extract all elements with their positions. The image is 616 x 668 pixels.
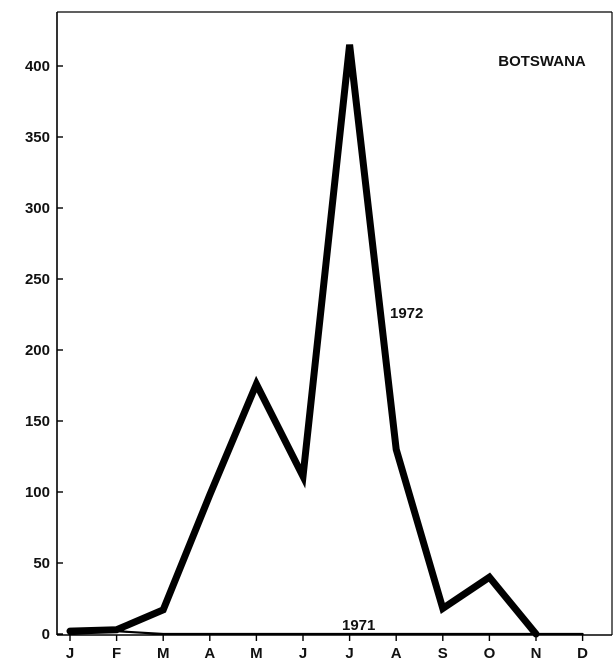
series-lines: [66, 44, 584, 638]
x-tick-label: J: [299, 645, 307, 662]
x-tick-label: S: [438, 645, 448, 662]
x-tick-label: O: [484, 645, 496, 662]
y-tick-label: 100: [25, 484, 50, 501]
x-tick-label: A: [391, 645, 402, 662]
x-tick-label: F: [112, 645, 121, 662]
x-tick-label: J: [345, 645, 353, 662]
y-tick-label: 350: [25, 129, 50, 146]
y-tick-label: 0: [42, 626, 50, 643]
series-line-1972: [66, 44, 540, 638]
chart-axes: [56, 11, 613, 636]
x-tick-label: D: [577, 645, 588, 662]
y-tick-label: 300: [25, 200, 50, 217]
series-label-1971: 1971: [342, 617, 375, 634]
chart-title: BOTSWANA: [498, 53, 586, 70]
x-tick-label: M: [250, 645, 263, 662]
y-tick-label: 250: [25, 271, 50, 288]
y-tick-label: 150: [25, 413, 50, 430]
y-tick-label: 400: [25, 58, 50, 75]
x-tick-label: A: [204, 645, 215, 662]
x-tick-label: J: [66, 645, 74, 662]
series-line-1971: [68, 630, 584, 636]
series-label-1972: 1972: [390, 305, 423, 322]
y-tick-label: 200: [25, 342, 50, 359]
x-tick-label: N: [531, 645, 542, 662]
y-axis-ticks: 0 50 100 150 200 250 300 350 400: [25, 58, 63, 643]
x-tick-label: M: [157, 645, 170, 662]
y-tick-label: 50: [33, 555, 50, 572]
